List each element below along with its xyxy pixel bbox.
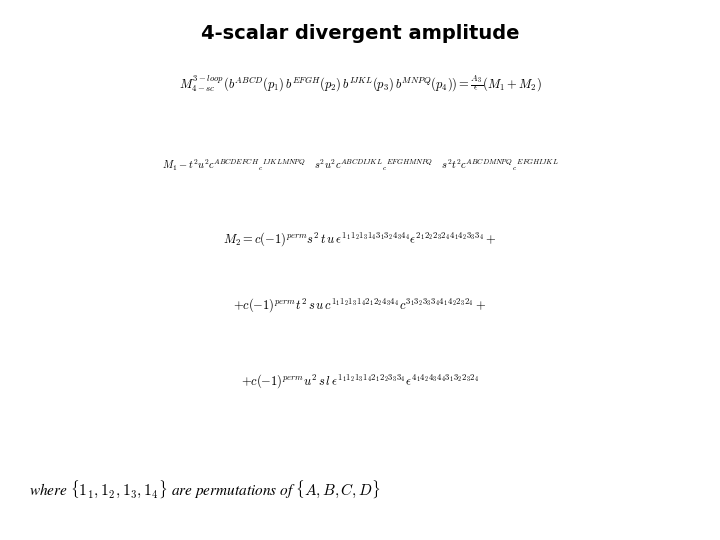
Text: $+c(-1)^{perm}u^2\, s\, l\, \epsilon^{1_1 1_2 1_3 1_4 2_1 2_2 3_3 3_4}\epsilon^{: $+c(-1)^{perm}u^2\, s\, l\, \epsilon^{1_…: [240, 372, 480, 390]
Text: where $\{1_1, 1_2, 1_3, 1_4\}$ are permutations of $\{A, B, C, D\}$: where $\{1_1, 1_2, 1_3, 1_4\}$ are permu…: [29, 478, 380, 500]
Text: $M_{4-sc}^{3-loop}(b^{ABCD}(p_1)\, b^{EFGH}(p_2)\, b^{IJKL}(p_3)\, b^{MNPQ}(p_4): $M_{4-sc}^{3-loop}(b^{ABCD}(p_1)\, b^{EF…: [179, 73, 541, 94]
Text: $+c(-1)^{perm}t^2\, s\, u\, c^{1_1 1_2 1_3 1_4 2_1 2_2 4_3 4_4}c^{3_1 3_2 3_3 3_: $+c(-1)^{perm}t^2\, s\, u\, c^{1_1 1_2 1…: [233, 296, 487, 314]
Text: 4-scalar divergent amplitude: 4-scalar divergent amplitude: [201, 24, 519, 43]
Text: $M_2 = c(-1)^{perm}s^2\, t\, u\, \epsilon^{1_1 1_2 1_3 1_4 3_1 3_2 4_3 4_4}\epsi: $M_2 = c(-1)^{perm}s^2\, t\, u\, \epsilo…: [223, 230, 497, 248]
Text: $M_1 - t^2u^2c^{ABCDEFCH}{}_{c}{}^{IJKLMNPQ} \quad s^2u^2c^{ABCDIJKL}{}_{c}{}^{E: $M_1 - t^2u^2c^{ABCDEFCH}{}_{c}{}^{IJKLM…: [161, 157, 559, 173]
